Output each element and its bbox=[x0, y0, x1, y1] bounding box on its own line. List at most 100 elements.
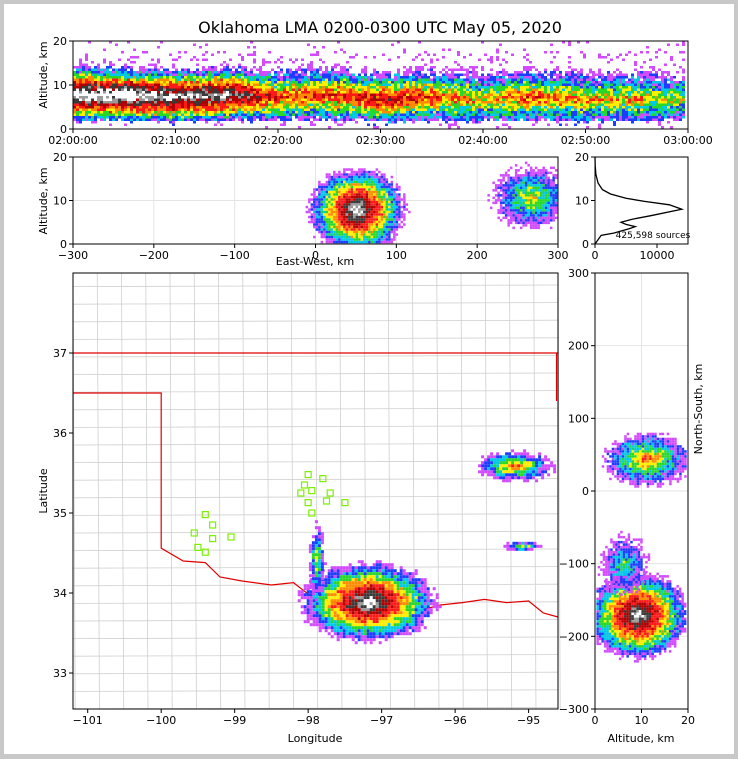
density-cell bbox=[310, 71, 313, 74]
density-cell bbox=[646, 121, 649, 124]
density-cell bbox=[451, 91, 454, 94]
density-cell bbox=[391, 94, 394, 97]
density-cell bbox=[433, 96, 436, 99]
density-cell bbox=[238, 81, 241, 84]
density-cell bbox=[184, 101, 187, 104]
density-cell bbox=[124, 91, 127, 94]
density-cell bbox=[136, 91, 139, 94]
density-cell bbox=[412, 99, 415, 102]
density-cell bbox=[415, 114, 418, 117]
density-cell bbox=[136, 84, 139, 87]
density-cell bbox=[469, 54, 472, 57]
density-cell bbox=[400, 91, 403, 94]
density-cell bbox=[604, 106, 607, 109]
density-cell bbox=[337, 114, 340, 117]
density-cell bbox=[604, 109, 607, 112]
density-cell bbox=[346, 178, 349, 181]
density-cell bbox=[292, 84, 295, 87]
density-cell bbox=[565, 99, 568, 102]
density-cell bbox=[127, 86, 130, 89]
density-cell bbox=[366, 178, 369, 181]
density-cell bbox=[559, 101, 562, 104]
density-cell bbox=[388, 99, 391, 102]
density-cell bbox=[586, 84, 589, 87]
density-cell bbox=[541, 74, 544, 77]
density-cell bbox=[346, 206, 349, 209]
density-cell bbox=[604, 94, 607, 97]
density-cell bbox=[466, 106, 469, 109]
density-cell bbox=[574, 116, 577, 119]
density-cell bbox=[175, 109, 178, 112]
density-cell bbox=[544, 51, 547, 54]
density-cell bbox=[538, 79, 541, 82]
density-cell bbox=[178, 51, 181, 54]
density-cell bbox=[532, 89, 535, 92]
density-cell bbox=[631, 84, 634, 87]
density-cell bbox=[115, 84, 118, 87]
density-cell bbox=[157, 99, 160, 102]
density-cell bbox=[364, 66, 367, 69]
density-cell bbox=[499, 96, 502, 99]
density-cell bbox=[400, 104, 403, 107]
density-cell bbox=[655, 116, 658, 119]
density-cell bbox=[130, 74, 133, 77]
density-cell bbox=[178, 91, 181, 94]
density-cell bbox=[145, 111, 148, 114]
density-cell bbox=[318, 211, 321, 214]
density-cell bbox=[619, 91, 622, 94]
density-cell bbox=[637, 119, 640, 122]
density-cell bbox=[220, 109, 223, 112]
density-cell bbox=[436, 104, 439, 107]
density-cell bbox=[580, 89, 583, 92]
density-cell bbox=[505, 79, 508, 82]
density-cell bbox=[321, 206, 324, 209]
density-cell bbox=[478, 119, 481, 122]
density-cell bbox=[403, 106, 406, 109]
density-cell bbox=[383, 191, 386, 194]
density-cell bbox=[259, 119, 262, 122]
density-cell bbox=[391, 91, 394, 94]
density-cell bbox=[655, 109, 658, 112]
density-cell bbox=[115, 74, 118, 77]
density-cell bbox=[391, 84, 394, 87]
density-cell bbox=[445, 76, 448, 79]
density-cell bbox=[562, 111, 565, 114]
density-cell bbox=[295, 91, 298, 94]
density-cell bbox=[136, 96, 139, 99]
density-cell bbox=[421, 79, 424, 82]
density-cell bbox=[241, 91, 244, 94]
density-cell bbox=[427, 54, 430, 57]
density-cell bbox=[103, 114, 106, 117]
density-cell bbox=[574, 119, 577, 122]
density-cell bbox=[232, 96, 235, 99]
density-cell bbox=[187, 76, 190, 79]
density-cell bbox=[541, 89, 544, 92]
density-cell bbox=[348, 173, 351, 176]
density-cell bbox=[371, 203, 374, 206]
density-cell bbox=[427, 111, 430, 114]
x-tick-label: 03:00:00 bbox=[663, 134, 712, 147]
density-cell bbox=[451, 81, 454, 84]
density-cell bbox=[187, 106, 190, 109]
density-cell bbox=[670, 96, 673, 99]
density-cell bbox=[658, 104, 661, 107]
density-cell bbox=[538, 111, 541, 114]
density-cell bbox=[383, 186, 386, 189]
figure-svg: Oklahoma LMA 0200-0300 UTC May 05, 2020 … bbox=[4, 4, 734, 754]
density-cell bbox=[466, 101, 469, 104]
density-cell bbox=[85, 119, 88, 122]
density-cell bbox=[370, 86, 373, 89]
density-cell bbox=[418, 54, 421, 57]
density-cell bbox=[326, 191, 329, 194]
density-cell bbox=[517, 71, 520, 74]
density-cell bbox=[445, 84, 448, 87]
density-cell bbox=[649, 91, 652, 94]
density-cell bbox=[304, 119, 307, 122]
density-cell bbox=[472, 94, 475, 97]
density-cell bbox=[94, 119, 97, 122]
density-cell bbox=[673, 91, 676, 94]
density-cell bbox=[562, 76, 565, 79]
density-cell bbox=[199, 96, 202, 99]
density-cell bbox=[343, 79, 346, 82]
density-cell bbox=[94, 111, 97, 114]
